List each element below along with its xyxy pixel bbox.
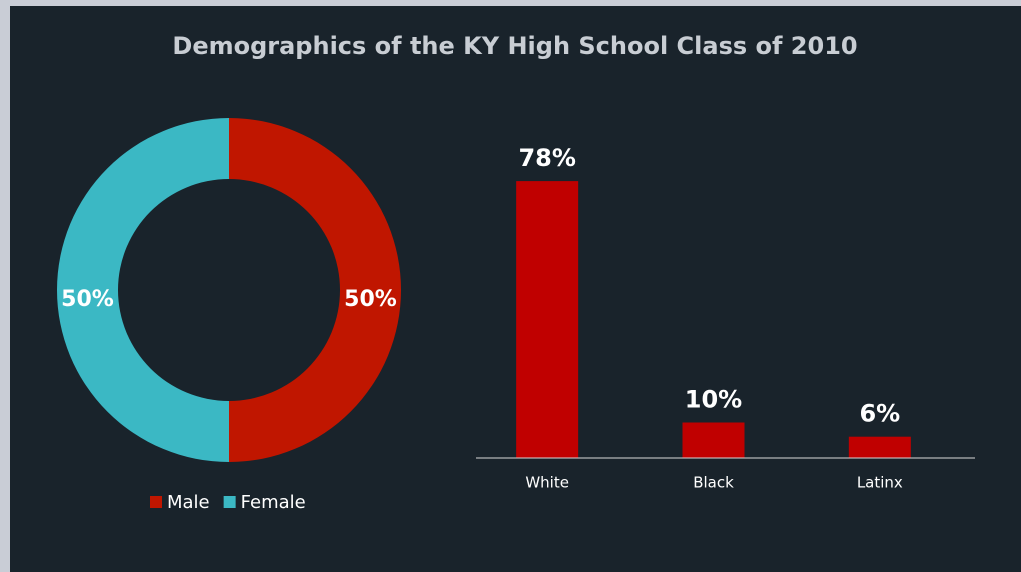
x-tick-label: Latinx [857, 474, 903, 492]
bar [682, 422, 745, 458]
legend-swatch [150, 496, 162, 508]
donut-slice [57, 118, 229, 462]
data-label: 50% [344, 287, 397, 312]
legend-label: Female [241, 492, 306, 513]
data-label: 10% [685, 386, 742, 414]
panel [10, 6, 1021, 572]
donut-slice [229, 118, 401, 462]
chart-title: Demographics of the KY High School Class… [172, 32, 857, 60]
legend-label: Male [167, 492, 210, 513]
data-label: 6% [859, 400, 900, 428]
bar [848, 436, 911, 458]
legend-swatch [223, 496, 236, 508]
bar [516, 181, 579, 458]
x-tick-label: White [525, 474, 569, 492]
data-label: 78% [518, 144, 575, 172]
x-tick-label: Black [693, 474, 734, 492]
data-label: 50% [61, 287, 114, 312]
